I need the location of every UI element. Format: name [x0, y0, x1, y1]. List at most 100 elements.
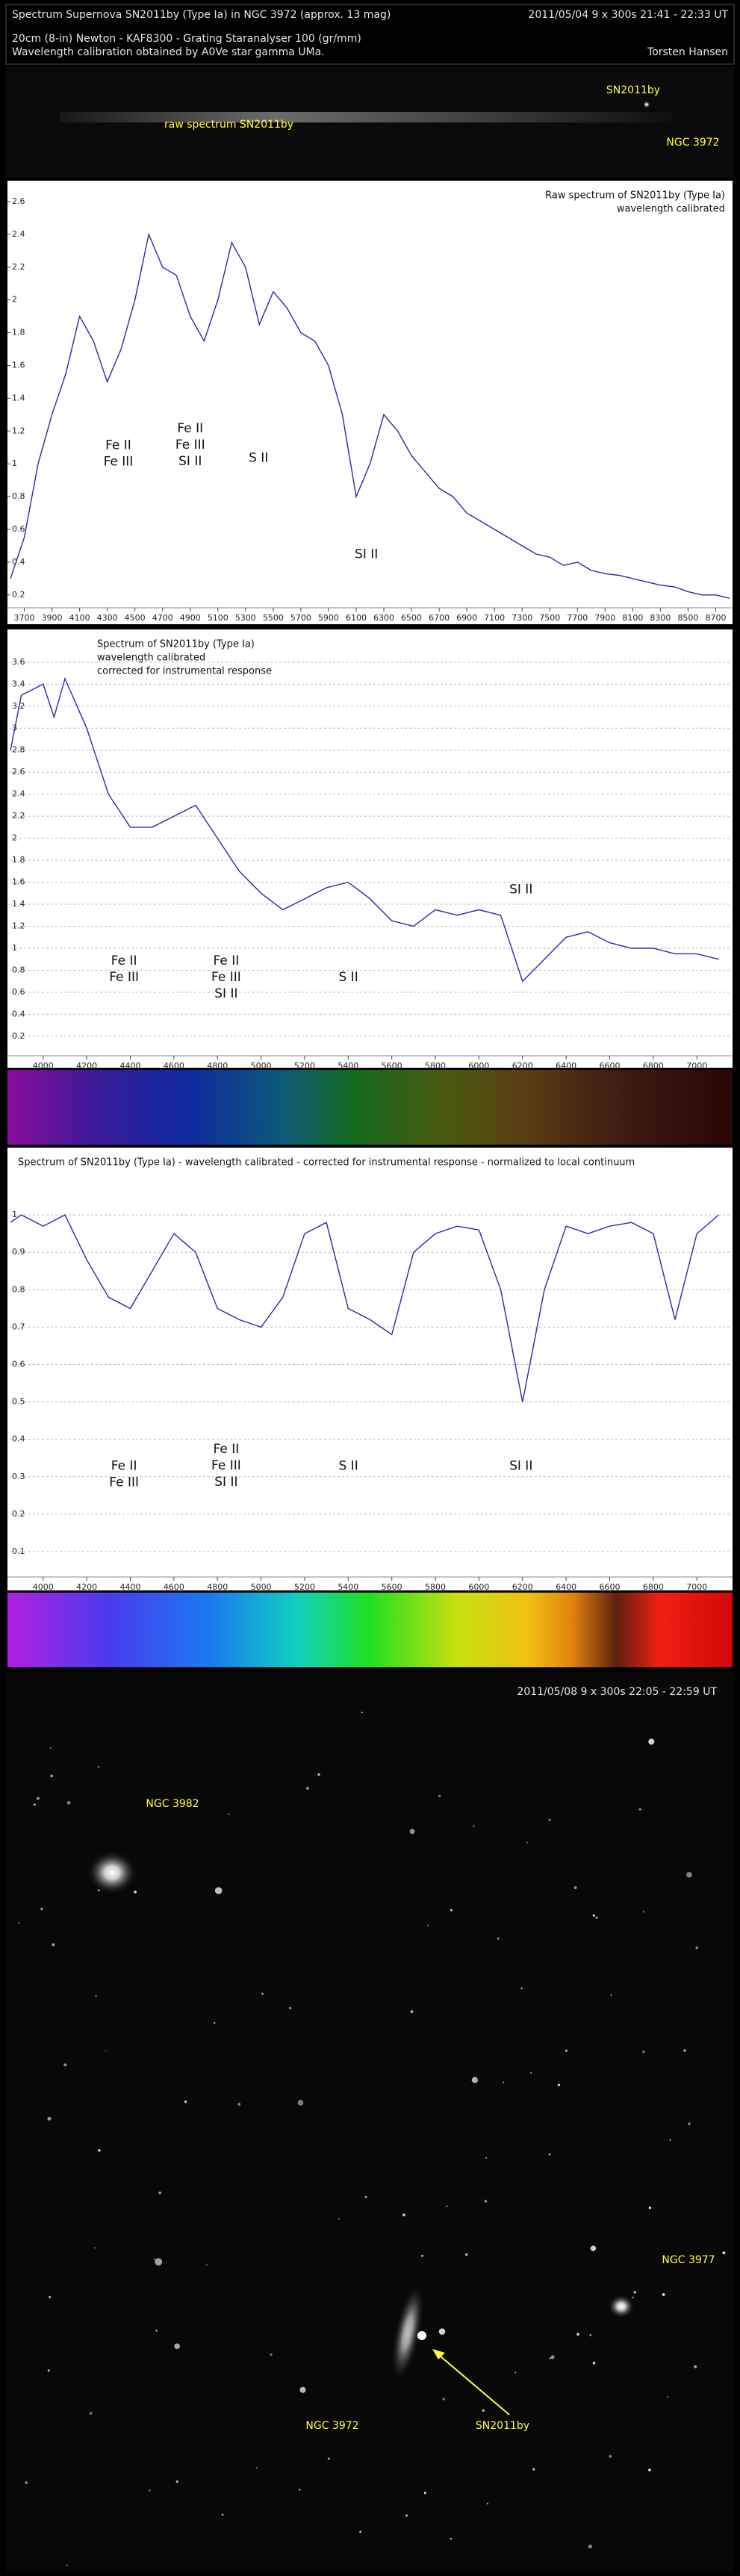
star [520, 1987, 523, 1990]
star [503, 2081, 505, 2084]
x-tick-label: 8300 [650, 613, 671, 623]
star [66, 2564, 68, 2566]
star [683, 2049, 686, 2052]
x-tick-label: 5800 [425, 1582, 446, 1592]
annotation: Fe III [109, 970, 139, 985]
x-tick-label: 5000 [251, 1061, 272, 1071]
field-date: 2011/05/08 9 x 300s 22:05 - 22:59 UT [517, 1686, 717, 1698]
raw-sn-label: SN2011by [606, 84, 660, 96]
y-tick-label: 0.3 [12, 1472, 25, 1481]
star [529, 2071, 532, 2074]
star [642, 2050, 645, 2053]
x-tick-label: 8500 [677, 613, 698, 623]
star [270, 2353, 273, 2356]
header-title: Spectrum Supernova SN2011by (Type Ia) in… [12, 9, 391, 21]
y-tick-label: 0.2 [12, 1509, 25, 1519]
star [34, 1803, 36, 1806]
x-tick-label: 4200 [76, 1582, 97, 1592]
star [36, 1796, 40, 1800]
star [49, 1746, 52, 1749]
star [261, 1992, 264, 1995]
star [40, 1907, 43, 1911]
x-tick-label: 5200 [294, 1061, 315, 1071]
color-spectrum-normalized [7, 1593, 733, 1667]
star [50, 1774, 54, 1778]
star [609, 2454, 612, 2458]
star [153, 2258, 156, 2261]
annotation: SI II [509, 1458, 532, 1473]
annotation: Fe II [111, 953, 137, 968]
y-tick-label: 2.6 [12, 767, 25, 777]
x-tick-label: 8700 [705, 613, 726, 623]
y-tick-label: 0.8 [12, 1284, 25, 1294]
star [576, 2333, 579, 2336]
star [589, 2333, 592, 2336]
star [642, 1911, 644, 1913]
x-tick-label: 5400 [338, 1061, 358, 1071]
spectrum-line [10, 232, 730, 599]
chart-subtitle: wavelength calibrated [617, 204, 725, 215]
star [155, 2258, 163, 2266]
x-tick-label: 7000 [686, 1061, 707, 1071]
x-tick-label: 4600 [164, 1061, 184, 1071]
x-tick-label: 4100 [69, 613, 90, 623]
y-tick-label: 0.5 [12, 1397, 25, 1407]
x-tick-label: 4400 [120, 1061, 141, 1071]
star [631, 2296, 634, 2299]
y-tick-label: 0.4 [12, 1434, 25, 1444]
y-tick-label: 0.4 [12, 557, 25, 567]
y-tick-label: 0.1 [12, 1546, 25, 1556]
star [648, 1738, 655, 1745]
star [565, 2049, 568, 2053]
x-tick-label: 6300 [373, 613, 394, 623]
annotation: SI II [355, 547, 378, 562]
galaxy-ngc3972 [391, 2281, 425, 2384]
star [361, 1711, 363, 1714]
star [299, 2489, 301, 2491]
star-field [6, 1673, 734, 2572]
y-tick-label: 0.8 [12, 965, 25, 974]
y-tick-label: 0.6 [12, 987, 25, 997]
star [550, 2355, 555, 2359]
star [359, 2530, 361, 2533]
star [66, 1801, 71, 1805]
star [514, 2371, 517, 2374]
chart-title: Raw spectrum of SN2011by (Type Ia) [545, 190, 725, 202]
star [484, 2200, 488, 2203]
star [214, 1887, 223, 1894]
galaxy-ngc3977 [608, 2295, 635, 2318]
x-tick-label: 4400 [120, 1582, 141, 1592]
star [228, 1813, 230, 1815]
arrow-head [432, 2349, 445, 2359]
chart-subtitle: wavelength calibrated [97, 653, 205, 664]
star [473, 1825, 475, 1827]
star [364, 2196, 367, 2198]
x-tick-label: 5200 [294, 1582, 315, 1592]
star [590, 2245, 597, 2251]
annotation: Fe II [105, 438, 131, 452]
star [174, 2343, 180, 2350]
star [305, 1787, 309, 1791]
y-tick-label: 0.2 [12, 1031, 25, 1041]
annotation: SI II [214, 986, 237, 1001]
star [592, 2362, 596, 2365]
x-tick-label: 6000 [468, 1582, 489, 1592]
x-tick-label: 7300 [512, 613, 532, 623]
supernova [417, 2331, 426, 2340]
header-frame [5, 4, 735, 65]
x-tick-label: 6600 [600, 1582, 621, 1592]
star [695, 1946, 699, 1950]
annotation: SI II [214, 1475, 237, 1490]
x-tick-label: 5600 [382, 1582, 402, 1592]
star [667, 2396, 668, 2398]
header-calibration: Wavelength calibration obtained by A0Ve … [12, 46, 325, 58]
star [94, 2247, 96, 2249]
x-tick-label: 7900 [594, 613, 615, 623]
header-date: 2011/05/04 9 x 300s 21:41 - 22:33 UT [528, 9, 728, 21]
star [134, 1890, 137, 1894]
x-tick-label: 5400 [338, 1582, 358, 1592]
x-tick-label: 6200 [512, 1582, 533, 1592]
x-tick-label: 6000 [468, 1061, 489, 1071]
y-tick-label: 3.6 [12, 657, 25, 667]
